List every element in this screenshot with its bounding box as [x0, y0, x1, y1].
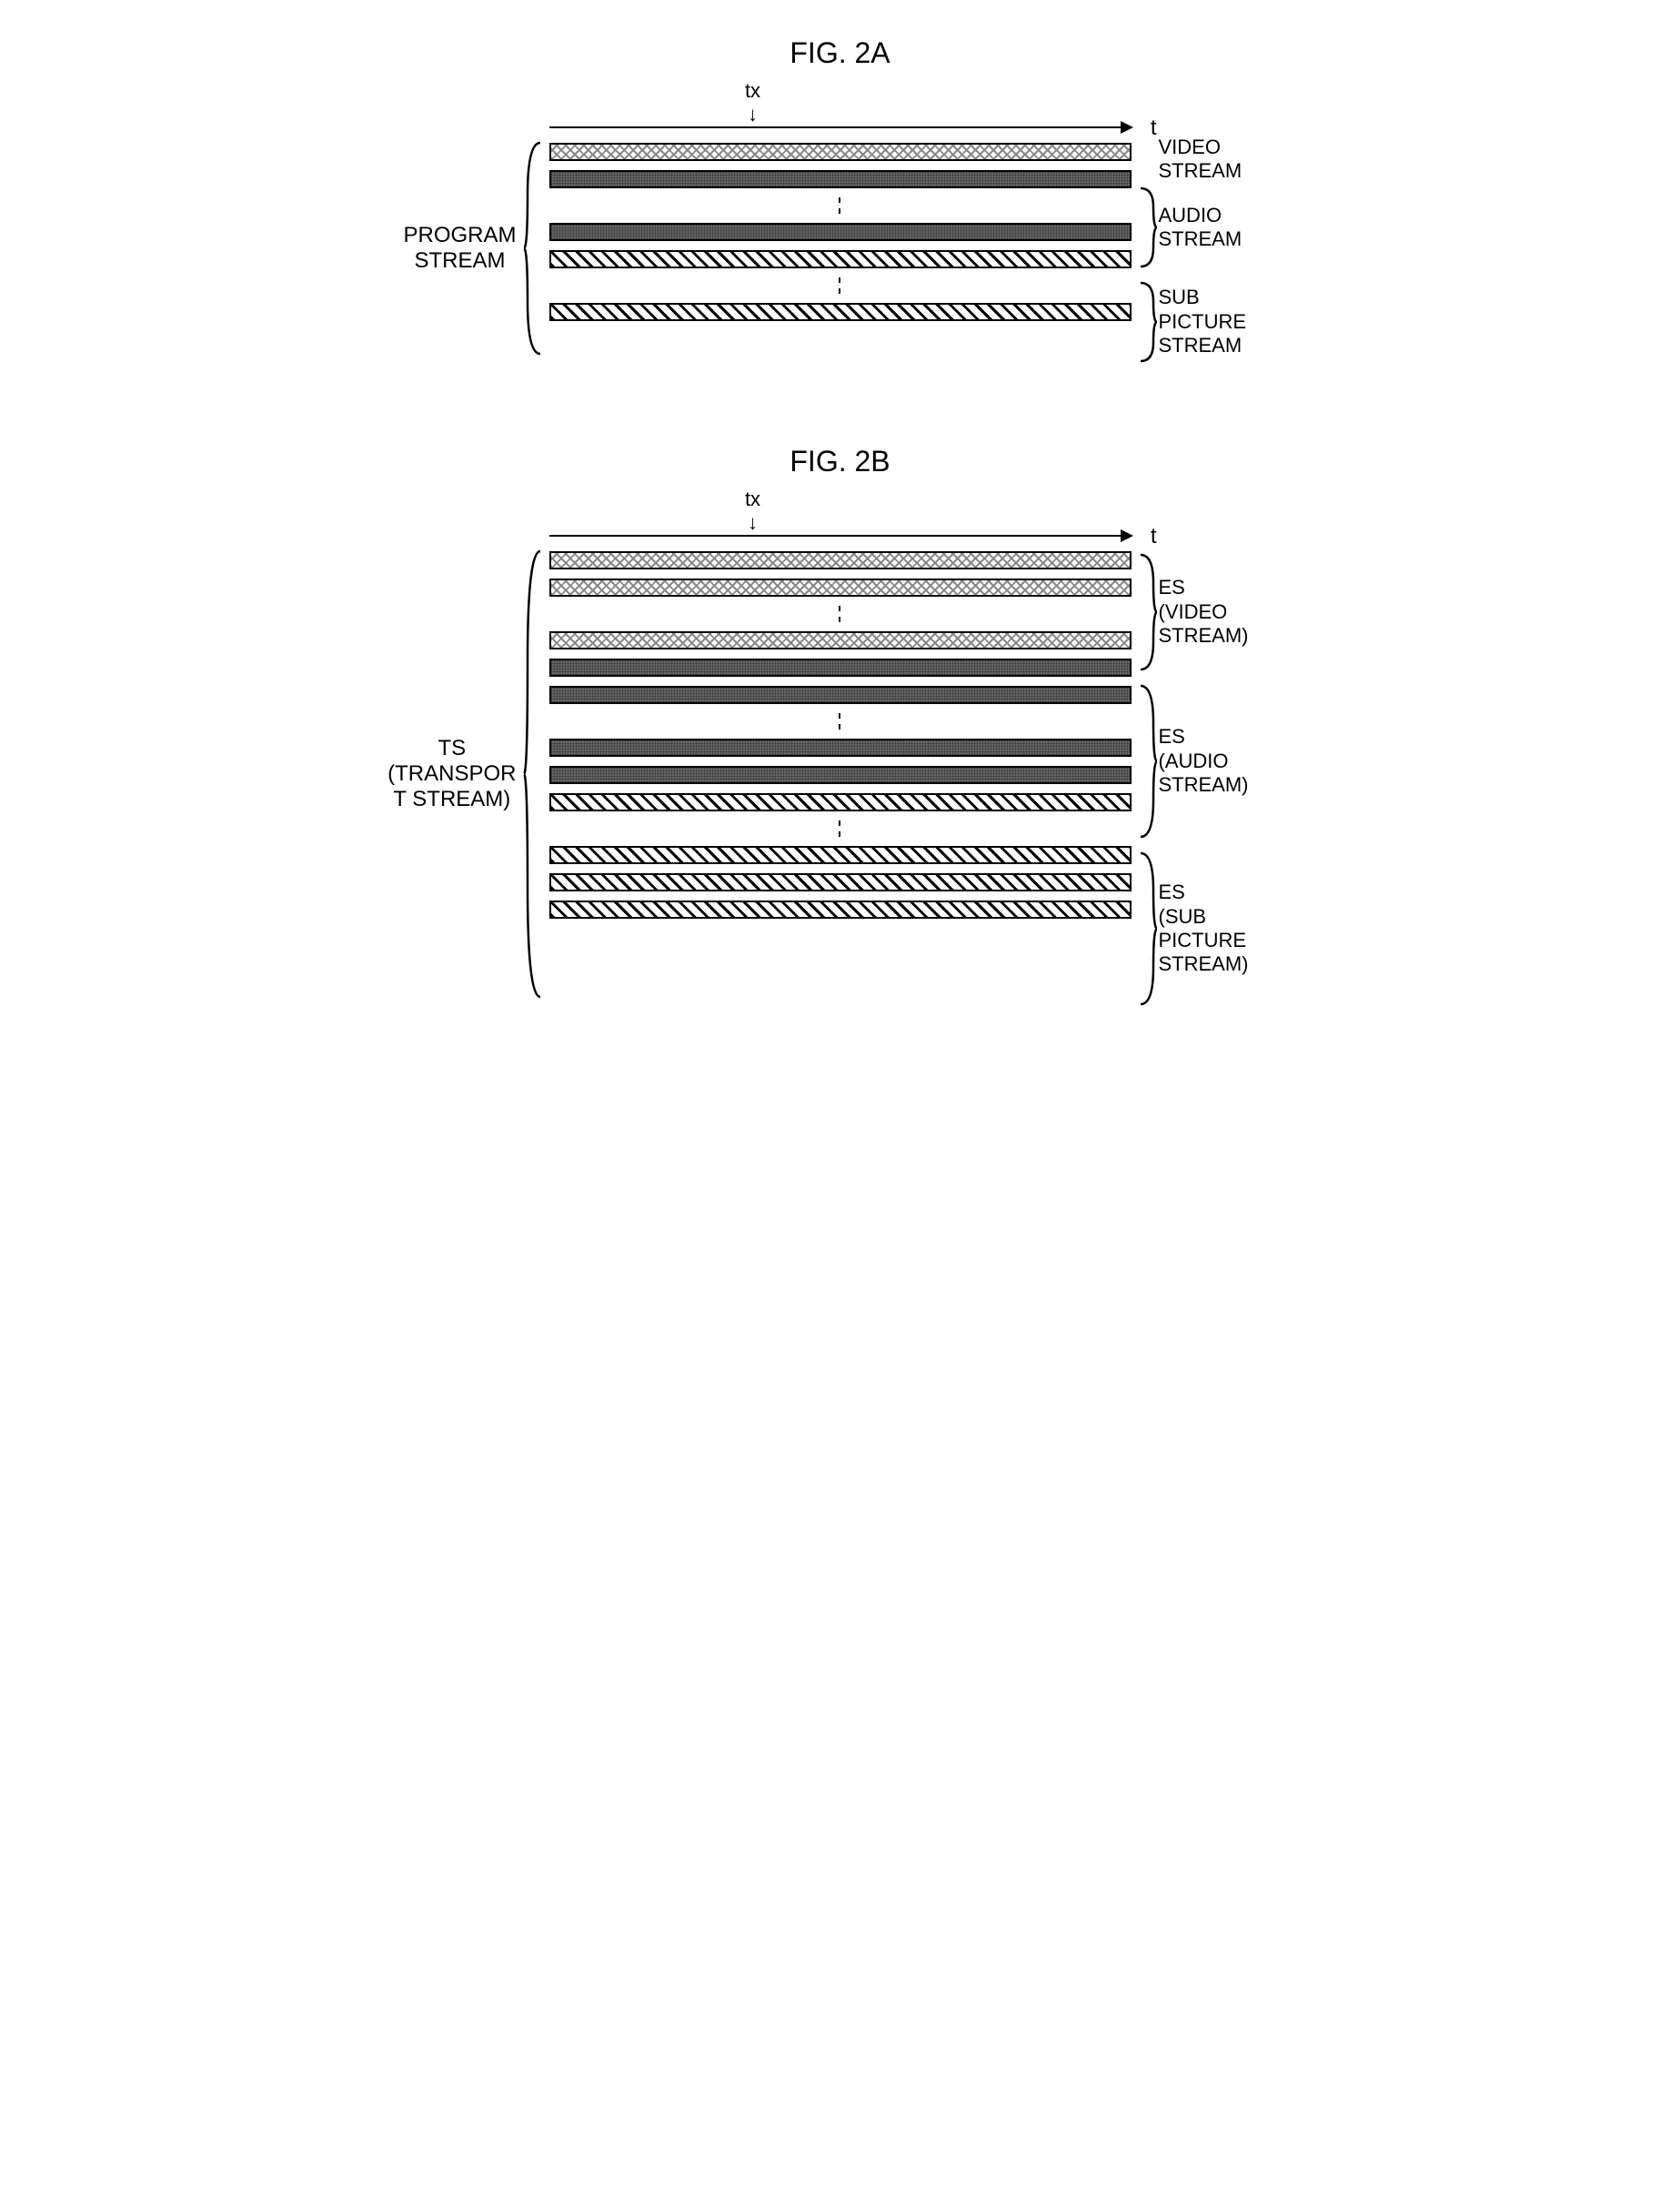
- fig2b-group-1: [549, 659, 1132, 784]
- fig2a-tx-arrow-icon: ↓: [748, 103, 758, 126]
- fig2b-right-group-0: ES (VIDEO STREAM): [1139, 549, 1339, 675]
- fig2b-left-text: TS (TRANSPOR T STREAM): [387, 736, 521, 812]
- fig2b-right-label-2: ES (SUB PICTURE STREAM): [1159, 881, 1249, 977]
- fig2b-tx-arrow-icon: ↓: [748, 511, 758, 535]
- fig2b-group-0-ellipsis-icon: [549, 606, 1132, 622]
- fig2b-group-1-ellipsis-icon: [549, 713, 1132, 730]
- fig2a-time-axis: tx↓t: [549, 79, 1132, 134]
- fig2a-left-text: PROGRAM STREAM: [403, 223, 521, 274]
- fig2b-right-col: ES (VIDEO STREAM) ES (AUDIO STREAM) ES (SU…: [1132, 488, 1339, 1015]
- fig2b: FIG. 2BTS (TRANSPOR T STREAM)tx↓tES (VID…: [18, 445, 1662, 1015]
- fig2b-left-label: TS (TRANSPOR T STREAM): [342, 488, 549, 999]
- fig2b-group-1-bar: [549, 686, 1132, 704]
- fig2a-right-col: VIDEO STREAM AUDIO STREAM SUB PICTURE STRE…: [1132, 79, 1339, 372]
- fig2b-right-group-2: ES (SUB PICTURE STREAM): [1139, 848, 1339, 1010]
- fig2a-right-group-1: AUDIO STREAM: [1139, 183, 1339, 272]
- fig2a-group-1-bar: [549, 223, 1132, 241]
- fig2a-right-label-1: AUDIO STREAM: [1159, 204, 1242, 252]
- fig2a-tx-label: tx: [745, 79, 760, 103]
- fig2a-left-label: PROGRAM STREAM: [342, 79, 549, 356]
- fig2b-right-brace-1: [1139, 684, 1159, 839]
- fig2b-time-arrow-head-icon: [1121, 529, 1133, 542]
- fig2b-left-brace: [522, 549, 542, 999]
- fig2a-group-2-bar: [549, 250, 1132, 268]
- fig2b-group-2: [549, 793, 1132, 919]
- fig2a-group-2-bar: [549, 303, 1132, 321]
- fig2b-group-1-bar: [549, 766, 1132, 784]
- fig2b-bar-area: tx↓t: [549, 488, 1132, 928]
- fig2b-t-label: t: [1151, 524, 1157, 549]
- fig2b-group-2-bar: [549, 846, 1132, 864]
- fig2b-time-arrow-line: [549, 535, 1132, 537]
- fig2a: FIG. 2APROGRAM STREAMtx↓tVIDEO STREAMAUD…: [18, 36, 1662, 372]
- fig2b-group-0-bar: [549, 631, 1132, 649]
- fig2a-group-0: [549, 143, 1132, 161]
- fig2b-group-0: [549, 551, 1132, 649]
- fig2a-right-brace-2: [1139, 281, 1159, 363]
- fig2a-right-label-0: VIDEO STREAM: [1159, 136, 1242, 184]
- fig2a-right-group-2: SUB PICTURE STREAM: [1139, 277, 1339, 367]
- fig2a-title: FIG. 2A: [18, 36, 1662, 70]
- fig2b-group-1-bar: [549, 659, 1132, 677]
- fig2b-right-group-1: ES (AUDIO STREAM): [1139, 680, 1339, 842]
- fig2b-time-axis: tx↓t: [549, 488, 1132, 542]
- fig2a-group-2-ellipsis-icon: [549, 277, 1132, 294]
- fig2b-group-2-bar: [549, 873, 1132, 891]
- fig2a-group-0-bar: [549, 143, 1132, 161]
- fig2a-right-group-0: VIDEO STREAM: [1139, 141, 1339, 177]
- fig2a-right-label-2: SUB PICTURE STREAM: [1159, 286, 1247, 357]
- fig2b-group-2-bar: [549, 793, 1132, 811]
- fig2b-group-0-bar: [549, 579, 1132, 597]
- fig2a-bar-area: tx↓t: [549, 79, 1132, 330]
- fig2b-group-2-ellipsis-icon: [549, 820, 1132, 837]
- fig2b-group-1-bar: [549, 739, 1132, 757]
- fig2a-group-2: [549, 250, 1132, 321]
- fig2b-group-0-bar: [549, 551, 1132, 569]
- fig2a-right-brace-1: [1139, 186, 1159, 268]
- fig2b-right-label-0: ES (VIDEO STREAM): [1159, 576, 1249, 648]
- fig2a-group-1-ellipsis-icon: [549, 197, 1132, 214]
- fig2a-group-1-bar: [549, 170, 1132, 188]
- fig2a-left-brace: [522, 141, 542, 356]
- fig2b-right-brace-0: [1139, 553, 1159, 671]
- fig2b-right-brace-2: [1139, 851, 1159, 1006]
- fig2b-row: TS (TRANSPOR T STREAM)tx↓tES (VIDEO STRE…: [18, 488, 1662, 1015]
- fig2a-time-arrow-head-icon: [1121, 121, 1133, 134]
- fig2a-row: PROGRAM STREAMtx↓tVIDEO STREAMAUDIO STRE…: [18, 79, 1662, 372]
- fig2a-group-1: [549, 170, 1132, 241]
- fig2b-tx-label: tx: [745, 488, 760, 511]
- fig2b-title: FIG. 2B: [18, 445, 1662, 478]
- fig2a-t-label: t: [1151, 116, 1157, 141]
- fig2a-time-arrow-line: [549, 126, 1132, 128]
- fig2b-right-label-1: ES (AUDIO STREAM): [1159, 725, 1249, 797]
- fig2b-group-2-bar: [549, 901, 1132, 919]
